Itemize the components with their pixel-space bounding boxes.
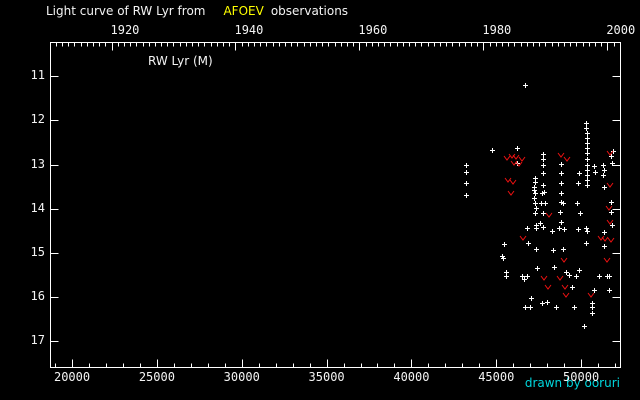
star-name-label: RW Lyr (M) xyxy=(148,54,213,68)
y-axis-label-15: 15 xyxy=(30,244,45,259)
top-axis-label-1980: 1980 xyxy=(482,23,512,37)
x-axis-label-25000: 25000 xyxy=(138,370,175,384)
y-axis-label-17: 17 xyxy=(30,333,45,348)
x-axis-label-50000: 50000 xyxy=(563,370,600,384)
x-axis-label-20000: 20000 xyxy=(53,370,91,384)
y-axis-label-12: 12 xyxy=(30,112,45,127)
chart-title: Light curve of RW Lyr from AFOEV observati… xyxy=(46,5,348,18)
x-axis-label-40000: 40000 xyxy=(393,370,430,384)
top-axis-label-1960: 1960 xyxy=(358,23,388,37)
x-axis-label-30000: 30000 xyxy=(223,370,260,384)
y-axis-label-11: 11 xyxy=(30,68,45,83)
top-axis-label-1920: 1920 xyxy=(110,23,140,37)
x-axis-label-35000: 35000 xyxy=(308,370,345,384)
y-axis-label-16: 16 xyxy=(30,289,45,304)
top-axis-label-2000: 2000 xyxy=(606,23,636,37)
title-suffix: observations xyxy=(270,4,349,18)
y-axis-label-14: 14 xyxy=(30,200,45,215)
top-axis-label-1940: 1940 xyxy=(234,23,264,37)
x-axis-label-45000: 45000 xyxy=(478,370,515,384)
data-points-observations xyxy=(464,83,616,329)
axis-ticks xyxy=(50,42,621,368)
data-points-fainter-limits xyxy=(503,150,615,298)
title-prefix: Light curve of RW Lyr from xyxy=(46,4,206,18)
credit-text: drawn by ooruri xyxy=(524,376,620,390)
y-axis-label-13: 13 xyxy=(30,156,45,171)
title-afoev-highlight: AFOEV xyxy=(223,4,264,18)
